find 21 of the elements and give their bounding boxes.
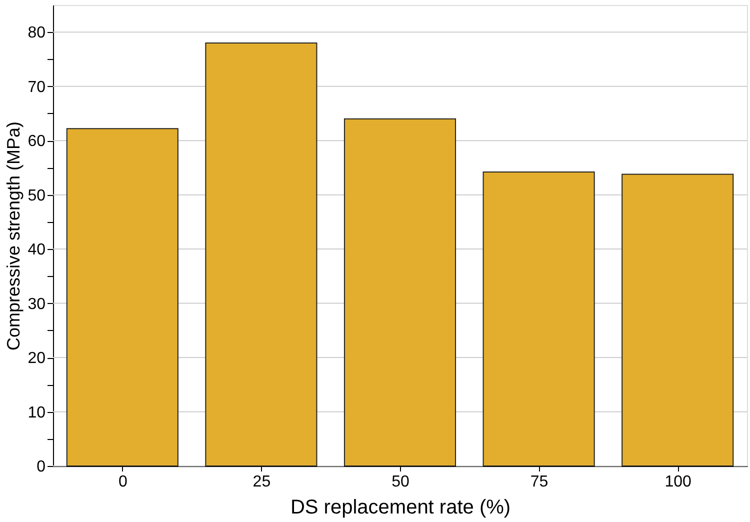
bar xyxy=(344,118,456,466)
y-tick-label: 50 xyxy=(28,187,46,204)
x-tick-label: 75 xyxy=(530,474,548,490)
y-tick-label: 70 xyxy=(28,78,46,96)
y-tick-label: 20 xyxy=(28,350,46,368)
y-tick-label: 10 xyxy=(28,404,46,422)
x-axis-title: DS replacement rate (%) xyxy=(290,496,511,518)
x-tick-label: 100 xyxy=(664,474,692,490)
y-axis-title: Compressive strength (MPa) xyxy=(4,121,24,351)
bar xyxy=(482,172,595,466)
bar xyxy=(66,128,178,466)
bar xyxy=(622,174,734,466)
x-tick-label: 0 xyxy=(118,474,128,490)
bar xyxy=(205,42,318,466)
y-tick-label: 60 xyxy=(28,133,46,150)
y-tick-label: 30 xyxy=(28,296,46,313)
y-tick-label: 0 xyxy=(36,458,46,476)
y-tick-label: 40 xyxy=(28,242,46,259)
x-tick-label: 25 xyxy=(252,474,271,490)
y-tick-label: 80 xyxy=(28,24,46,42)
x-tick-label: 50 xyxy=(392,474,410,490)
